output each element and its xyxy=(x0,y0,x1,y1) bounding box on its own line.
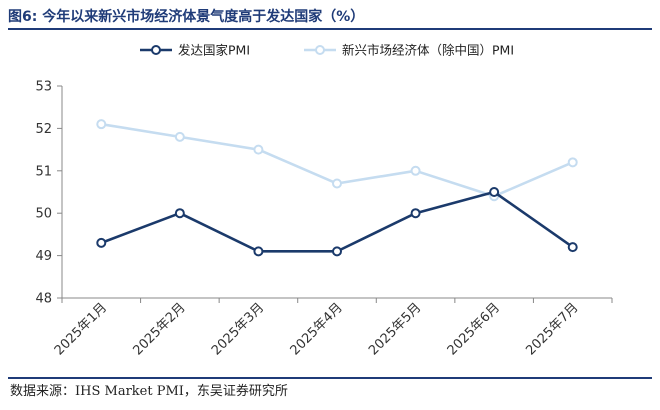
legend-label-1: 发达国家PMI xyxy=(178,43,250,58)
figure-title-text: 今年以来新兴市场经济体景气度高于发达国家（%） xyxy=(42,9,365,25)
y-tick-label: 51 xyxy=(35,164,52,179)
series-1-point xyxy=(489,187,500,197)
x-tick-label: 2025年1月 xyxy=(52,300,110,358)
series-1-point xyxy=(174,208,185,219)
y-tick-label: 52 xyxy=(35,122,52,137)
series-2-point xyxy=(253,144,264,155)
series-2-point xyxy=(174,131,185,142)
x-tick-label: 2025年7月 xyxy=(523,300,581,358)
chart-axes: 48 49 50 51 52 53 2025年1月 2025年2月 2025年3月 2025年4月… xyxy=(35,80,613,358)
x-tick-label: 2025年3月 xyxy=(209,300,267,358)
series-1-point xyxy=(332,246,342,257)
series-1-point xyxy=(567,242,578,253)
line-chart: 发达国家PMI 新兴市场经济体（除中国）PMI 48 49 50 51 52 53 2025年… xyxy=(35,43,613,358)
series-1-point xyxy=(253,246,264,257)
series-line-1 xyxy=(100,190,574,253)
chart-legend: 发达国家PMI 新兴市场经济体（除中国）PMI xyxy=(140,43,514,58)
source-divider xyxy=(8,377,652,379)
y-tick-label: 53 xyxy=(35,80,52,95)
series-1-point xyxy=(410,208,421,219)
x-tick-label: 2025年2月 xyxy=(130,300,188,358)
chart-series xyxy=(96,119,578,257)
data-source: 数据来源：IHS Market PMI，东吴证券研究所 xyxy=(10,384,288,399)
x-tick-label: 2025年6月 xyxy=(445,300,503,358)
legend-label-2: 新兴市场经济体（除中国）PMI xyxy=(342,43,514,58)
title-divider xyxy=(8,28,652,30)
y-tick-label: 48 xyxy=(35,292,52,307)
x-tick-label: 2025年4月 xyxy=(288,300,346,358)
legend-swatch-marker-1 xyxy=(151,45,161,55)
figure-label: 图6: xyxy=(8,9,38,25)
y-tick-label: 50 xyxy=(35,207,52,222)
series-2-point xyxy=(567,157,578,168)
y-tick-label: 49 xyxy=(35,249,52,264)
series-2-point xyxy=(410,165,421,176)
series-1-point xyxy=(96,237,107,248)
legend-swatch-marker-2 xyxy=(315,45,325,55)
x-tick-label: 2025年5月 xyxy=(366,300,424,358)
series-2-point xyxy=(96,119,107,130)
series-2-point xyxy=(332,178,342,189)
figure-title: 图6: 今年以来新兴市场经济体景气度高于发达国家（%） xyxy=(8,6,652,28)
